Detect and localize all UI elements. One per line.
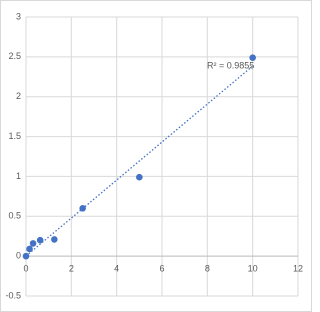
data-point bbox=[22, 252, 30, 260]
data-point bbox=[249, 54, 256, 61]
y-tick-label: 1.5 bbox=[8, 131, 21, 141]
data-point bbox=[51, 236, 58, 243]
y-tick-label: 0 bbox=[16, 251, 21, 261]
chart: -0.5 0 0.5 1 1.5 2 2.5 3 0 2 4 6 8 10 12 R² = 0.9855 bbox=[0, 0, 312, 312]
data-point bbox=[79, 205, 86, 212]
y-tick-label: 2 bbox=[16, 91, 21, 101]
data-point bbox=[26, 245, 33, 253]
x-tick-label: 6 bbox=[159, 264, 164, 274]
x-tick-label: 10 bbox=[248, 264, 258, 274]
chart-border bbox=[0, 0, 312, 312]
y-tick-label: 1 bbox=[16, 171, 21, 181]
data-point bbox=[29, 240, 37, 247]
trendline bbox=[25, 65, 254, 257]
x-tick-label: 8 bbox=[205, 264, 210, 274]
data-point bbox=[136, 173, 143, 181]
y-tick-label: 0.5 bbox=[8, 211, 21, 221]
x-tick-label: 12 bbox=[293, 264, 303, 274]
x-tick-label: 0 bbox=[23, 264, 28, 274]
data-point bbox=[36, 236, 44, 244]
y-tick-label: 2.5 bbox=[8, 51, 21, 61]
annotation: R² = 0.9855 bbox=[207, 60, 254, 70]
x-tick-label: 2 bbox=[69, 264, 74, 274]
y-tick-label: -0.5 bbox=[5, 290, 21, 300]
y-tick-label: 3 bbox=[16, 11, 21, 21]
x-tick-label: 4 bbox=[114, 264, 119, 274]
